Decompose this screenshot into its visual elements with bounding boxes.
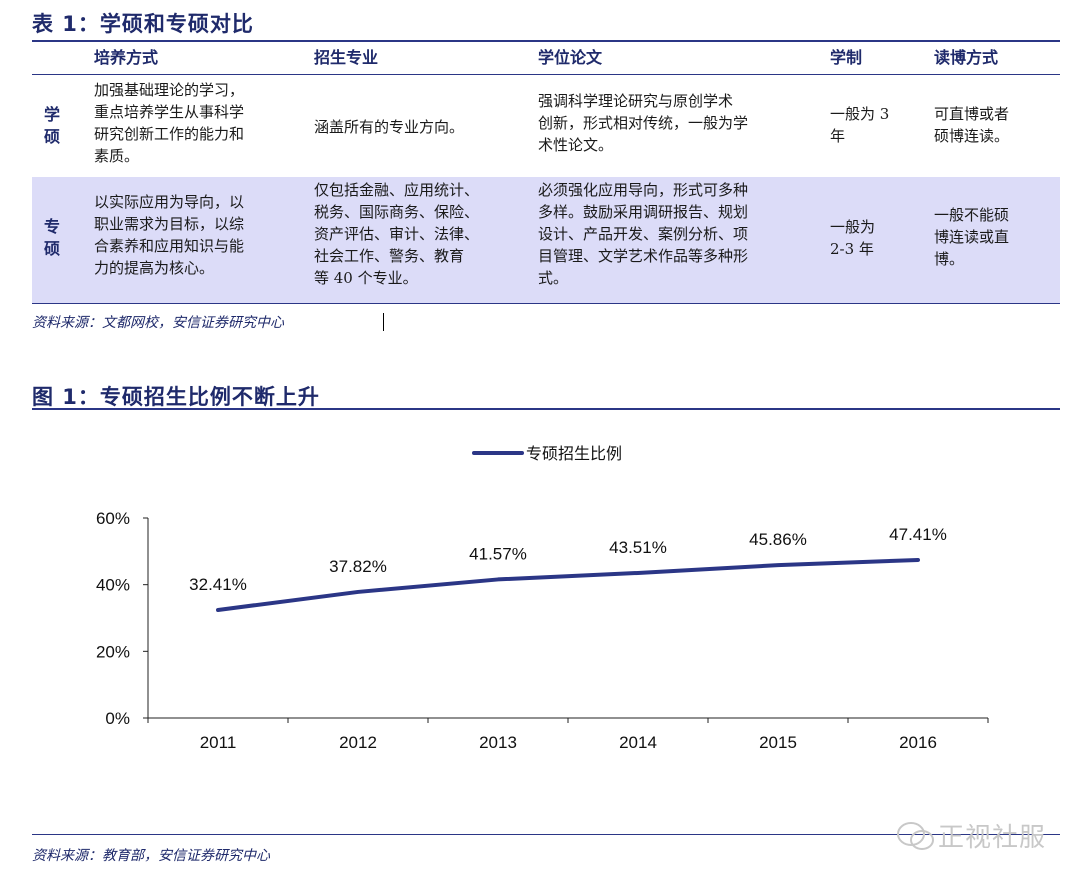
cell-academic-thesis: 强调科学理论研究与原创学术 创新，形式相对传统，一般为学 术性论文。 <box>538 92 749 154</box>
cell-professional-thesis: 必须强化应用导向，形式可多种 多样。鼓励采用调研报告、规划 设计、产品开发、案例… <box>538 181 749 287</box>
cell-professional-enrollment: 仅包括金融、应用统计、 税务、国际商务、保险、 资产评估、审计、法律、 社会工作… <box>314 181 480 287</box>
text-cursor <box>383 313 384 331</box>
y-tick-label: 0% <box>105 709 130 728</box>
y-tick-label: 40% <box>96 576 130 595</box>
data-label: 43.51% <box>609 538 667 557</box>
wechat-icon <box>897 822 934 850</box>
data-label: 45.86% <box>749 530 807 549</box>
series-line <box>216 557 920 612</box>
header-enrollment: 招生专业 <box>314 48 379 67</box>
data-label: 41.57% <box>469 544 527 563</box>
x-tick-label: 2015 <box>759 733 797 752</box>
y-tick-label: 20% <box>96 642 130 661</box>
cell-academic-training: 加强基础理论的学习， 重点培养学生从事科学 研究创新工作的能力和 素质。 <box>94 81 245 165</box>
x-tick-label: 2016 <box>899 733 937 752</box>
legend-swatch <box>472 451 524 455</box>
row-label-professional: 专 硕 <box>43 217 60 258</box>
figure-bottom-rule <box>32 834 1060 835</box>
legend-label: 专硕招生比例 <box>526 446 623 463</box>
table-source: 资料来源：文都网校，安信证券研究中心 <box>32 315 284 331</box>
cell-professional-phd: 一般不能硕 博连读或直 博。 <box>934 206 1010 268</box>
x-tick-label: 2014 <box>619 733 657 752</box>
y-tick-label: 60% <box>96 509 130 528</box>
data-label: 47.41% <box>889 525 947 544</box>
x-tick-label: 2011 <box>200 733 237 752</box>
header-phd: 读博方式 <box>934 48 999 67</box>
x-tick-label: 2013 <box>479 733 517 752</box>
table-top-rule <box>32 40 1060 42</box>
row-label-academic: 学 硕 <box>43 105 60 146</box>
row-professional-background <box>32 177 1060 303</box>
figure-source: 资料来源：教育部，安信证券研究中心 <box>32 848 270 864</box>
table-bottom-rule <box>32 303 1060 304</box>
cell-professional-duration: 一般为 2-3 年 <box>830 218 876 258</box>
figure-title: 图 1：专硕招生比例不断上升 <box>32 385 320 409</box>
header-thesis: 学位论文 <box>538 48 603 67</box>
table-title: 表 1：学硕和专硕对比 <box>32 12 254 36</box>
x-tick-label: 2012 <box>339 733 377 752</box>
header-training: 培养方式 <box>94 48 159 67</box>
cell-academic-enrollment: 涵盖所有的专业方向。 <box>314 118 465 136</box>
figure-top-rule <box>32 408 1060 410</box>
data-label: 32.41% <box>189 575 247 594</box>
data-label: 37.82% <box>329 557 387 576</box>
cell-academic-duration: 一般为 3 年 <box>830 105 890 145</box>
cell-academic-phd: 可直博或者 硕博连读。 <box>934 105 1010 145</box>
header-rule <box>32 74 1060 75</box>
watermark-text: 正视社服 <box>938 823 1047 853</box>
cell-professional-training: 以实际应用为导向，以 职业需求为目标，以综 合素养和应用知识与能 力的提高为核心… <box>94 193 245 277</box>
header-duration: 学制 <box>830 48 863 67</box>
